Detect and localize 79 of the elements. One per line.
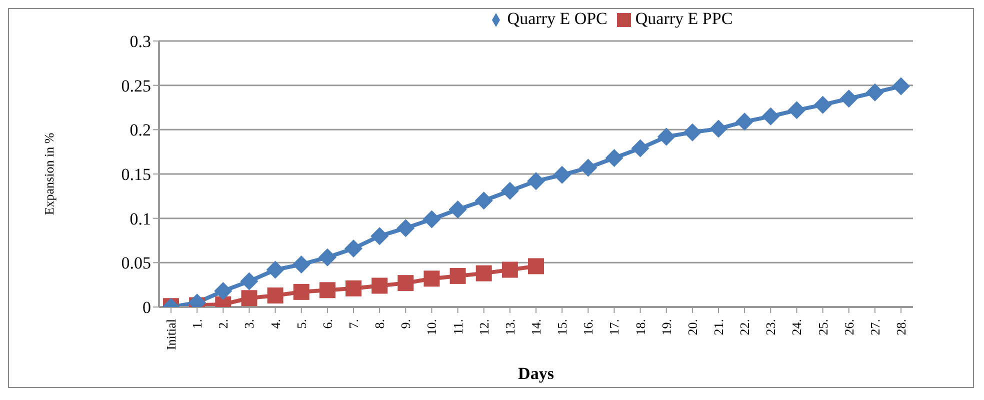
x-tick-label: 28.	[894, 319, 908, 336]
point	[500, 182, 519, 200]
y-tick-label: 0	[142, 298, 151, 318]
point	[396, 219, 415, 238]
point	[372, 278, 388, 294]
y-tick-label: 0.15	[121, 165, 151, 184]
x-tick-label: 25.	[815, 319, 830, 336]
x-tick-label: 16.	[580, 319, 596, 336]
x-axis-title: Days	[518, 364, 554, 383]
point	[241, 290, 258, 306]
point	[292, 255, 310, 274]
point	[710, 120, 728, 138]
x-tick-label: 3.	[242, 319, 257, 329]
point	[553, 166, 572, 184]
point	[788, 101, 806, 120]
x-tick-label: 8.	[372, 319, 388, 329]
point	[344, 239, 362, 258]
x-tick-label: 22.	[737, 319, 752, 336]
x-tick-label: 9.	[398, 319, 414, 329]
point	[424, 270, 440, 287]
y-tick-label: 0.3	[130, 32, 151, 52]
x-tick-label: 11.	[450, 319, 466, 335]
point	[814, 96, 832, 114]
x-tick-label: 10.	[424, 319, 440, 336]
point	[762, 107, 780, 126]
point	[683, 123, 702, 142]
y-tick-label: 0.2	[130, 120, 151, 140]
y-tick-label: 0.05	[121, 254, 151, 273]
x-tick-label: 21.	[711, 319, 726, 336]
point	[579, 158, 598, 177]
x-tick-label: 19.	[658, 319, 674, 336]
point	[657, 128, 676, 146]
point	[398, 275, 414, 292]
x-tick-label: 24.	[789, 319, 804, 336]
point	[346, 280, 362, 296]
point	[422, 210, 441, 228]
x-tick-label: 26.	[841, 319, 856, 336]
x-tick-label: 12.	[476, 319, 492, 336]
point	[528, 258, 544, 274]
point	[450, 268, 466, 284]
point	[293, 284, 310, 300]
point	[267, 287, 284, 304]
x-tick-label: 5.	[294, 319, 309, 329]
y-tick-label: 0.1	[130, 209, 151, 228]
point	[892, 77, 910, 96]
y-axis-title: Expansion in %	[42, 132, 57, 216]
point	[318, 248, 336, 266]
x-tick-label: 20.	[684, 319, 700, 336]
legend-label: Quarry E OPC	[507, 9, 608, 28]
x-tick-label: 15.	[554, 319, 570, 336]
x-tick-label: 1.	[190, 319, 205, 329]
point	[476, 265, 492, 282]
point	[266, 260, 284, 279]
point	[502, 262, 518, 278]
x-tick-label: 17.	[606, 319, 622, 336]
point	[370, 227, 389, 246]
point	[736, 112, 754, 131]
x-tick-label: 27.	[867, 319, 882, 336]
x-tick-label: 18.	[632, 319, 648, 336]
x-tick-label: 6.	[320, 319, 335, 329]
point	[866, 83, 884, 102]
point	[319, 282, 336, 298]
legend-label: Quarry E PPC	[635, 9, 733, 28]
point	[448, 200, 467, 218]
point	[474, 192, 493, 210]
point	[840, 90, 858, 108]
x-tick-label: 2.	[216, 319, 231, 329]
x-tick-label: 13.	[502, 319, 518, 336]
x-tick-label: Initial	[164, 318, 178, 350]
point	[631, 139, 650, 158]
point	[240, 272, 258, 290]
point	[214, 282, 232, 300]
x-tick-label: 23.	[763, 319, 778, 336]
y-tick-label: 0.25	[121, 76, 151, 96]
x-tick-label: 4.	[268, 319, 283, 329]
x-tick-label: 7.	[346, 319, 361, 329]
x-tick-label: 14.	[528, 319, 544, 336]
point	[527, 172, 545, 190]
point	[605, 149, 624, 168]
